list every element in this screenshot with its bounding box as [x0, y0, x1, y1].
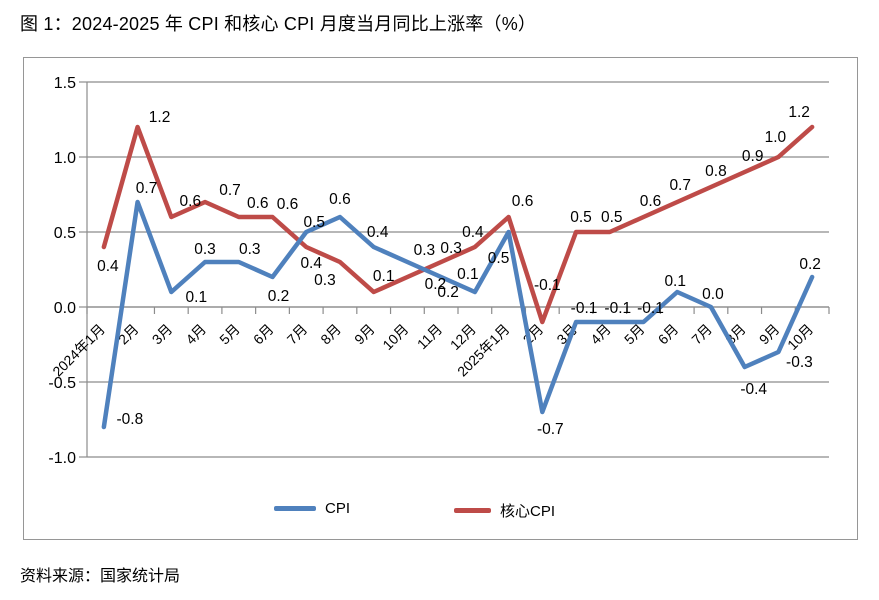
data-label: 0.2	[268, 288, 290, 305]
data-label: -0.8	[117, 411, 144, 428]
data-label: 0.7	[219, 182, 241, 199]
y-axis-label: -1.0	[48, 450, 76, 467]
data-label: 1.2	[149, 109, 171, 126]
data-label: -0.1	[604, 300, 631, 317]
source-note: 资料来源：国家统计局	[20, 568, 181, 585]
data-label: -0.4	[740, 381, 767, 398]
data-label: 0.5	[488, 250, 510, 267]
data-label: 0.6	[277, 196, 299, 213]
chart-container: 1.5 1.0 0.5 0.0 -0.5 -1.0 2024年1月 2月 3月 4月 5月 6月 7月 8…	[23, 57, 858, 540]
x-axis-label: 6月	[655, 321, 682, 348]
data-label: 0.2	[437, 284, 459, 301]
x-axis-label: 4月	[587, 321, 614, 348]
data-label: 0.3	[440, 240, 462, 257]
x-axis-label: 2024年1月	[49, 321, 108, 380]
series-line-核心CPI	[101, 124, 815, 325]
data-label: -0.1	[534, 277, 561, 294]
data-label: 0.1	[373, 268, 395, 285]
x-axis-label: 6月	[250, 321, 277, 348]
data-label: 0.3	[314, 272, 336, 289]
x-axis-label: 4月	[182, 321, 209, 348]
data-label: 0.6	[180, 193, 202, 210]
data-label: -0.7	[537, 421, 564, 438]
data-label: 0.3	[239, 241, 261, 258]
data-label: 0.4	[367, 224, 389, 241]
data-label: 0.2	[799, 256, 821, 273]
data-label: 0.6	[329, 191, 351, 208]
data-label: 0.4	[300, 255, 322, 272]
data-label: -0.3	[786, 354, 813, 371]
chart-title: 图 1：2024-2025 年 CPI 和核心 CPI 月度当月同比上涨率（%）	[20, 14, 537, 34]
x-axis-label: 10月	[379, 321, 411, 353]
data-label: 0.7	[669, 177, 691, 194]
x-axis-label: 5月	[621, 321, 648, 348]
data-label: 0.8	[705, 163, 727, 180]
x-axis-label: 9月	[351, 321, 378, 348]
data-label: 0.0	[702, 286, 724, 303]
data-label: 1.2	[788, 104, 810, 121]
series-line-CPI	[101, 199, 815, 430]
data-label: 0.5	[303, 214, 325, 231]
data-label: 0.5	[570, 209, 592, 226]
x-axis-label: 9月	[756, 321, 783, 348]
x-axis-label: 3月	[149, 321, 176, 348]
y-axis-label: 0.5	[54, 225, 76, 242]
data-label: 0.7	[136, 180, 158, 197]
y-axis-label: -0.5	[48, 375, 76, 392]
y-axis-label: 0.0	[54, 300, 76, 317]
y-axis-label: 1.5	[54, 75, 76, 92]
x-axis-label: 7月	[284, 321, 311, 348]
data-label: 0.3	[414, 242, 436, 259]
data-label: 0.6	[247, 195, 269, 212]
y-axis-label: 1.0	[54, 150, 76, 167]
x-axis-label: 11月	[414, 321, 445, 352]
data-label: 0.1	[457, 266, 479, 283]
data-label: 0.5	[601, 209, 623, 226]
data-label: 0.1	[186, 289, 208, 306]
data-label: 0.4	[462, 224, 484, 241]
x-axis-label: 8月	[317, 321, 344, 348]
x-axis-label: 7月	[688, 321, 715, 348]
data-label: 0.3	[194, 241, 216, 258]
data-label: 0.1	[664, 273, 686, 290]
data-label: -0.1	[637, 300, 664, 317]
data-label: 0.6	[512, 193, 534, 210]
data-label: 0.2	[425, 276, 447, 293]
x-axis-label: 5月	[216, 321, 243, 348]
data-label: 1.0	[765, 129, 787, 146]
data-label: 0.4	[97, 258, 119, 275]
data-label: 0.9	[742, 148, 764, 165]
data-label: -0.1	[571, 300, 598, 317]
data-label: 0.6	[640, 193, 662, 210]
